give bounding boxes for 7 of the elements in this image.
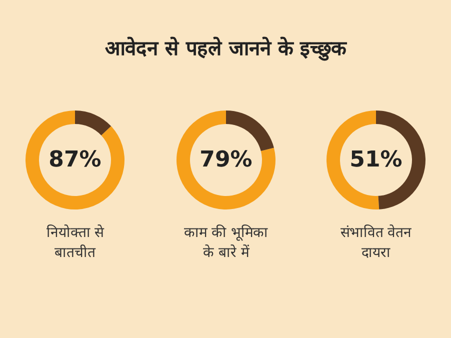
data-label: 79% — [199, 148, 252, 172]
text: आवेदन से पहले जानने के इच्छुक — [104, 35, 348, 61]
data-label: 87% — [48, 148, 102, 172]
data-label: 51% — [349, 148, 402, 172]
text: काम की भूमिका के बारे में — [184, 224, 268, 261]
text: संभावित वेतन दायरा — [340, 224, 412, 261]
text: नियोक्ता से बातचीत — [46, 224, 105, 261]
